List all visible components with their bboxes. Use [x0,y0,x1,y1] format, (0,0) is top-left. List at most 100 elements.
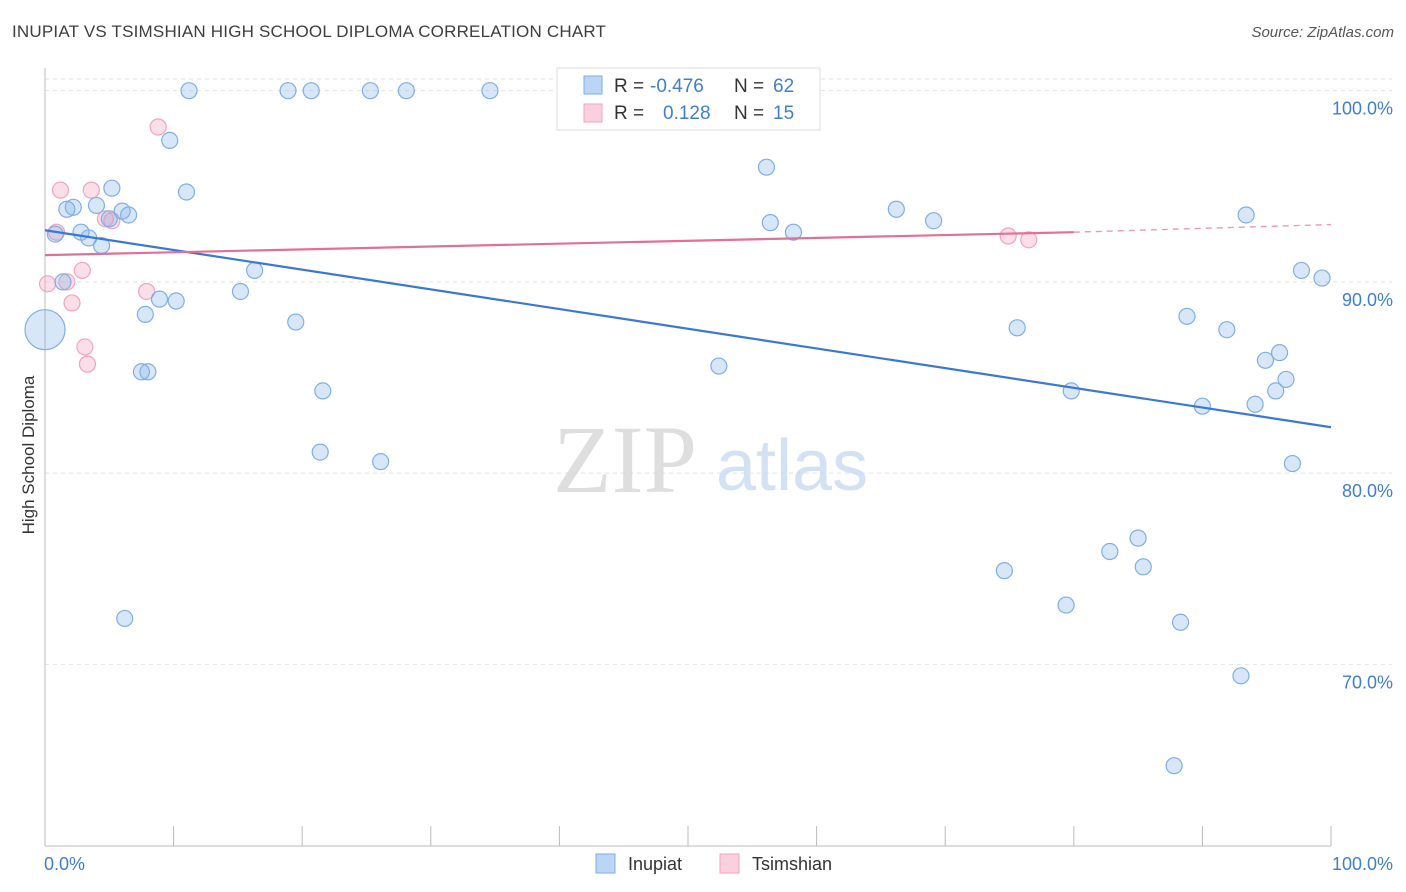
inupiat-point [757,158,776,176]
inupiat-point [136,305,154,324]
tsimshian-trend-line [44,231,1074,257]
inupiat-point [311,443,329,461]
inupiat-point [64,198,82,216]
watermark-atlas: atlas [716,426,868,506]
inupiat-point [1232,667,1250,685]
inupiat-point [1062,382,1080,400]
tsimshian-r-label: R = [614,103,644,124]
inupiat-point [231,282,250,301]
inupiat-point [1267,382,1285,400]
inupiat-point [180,82,198,100]
inupiat-point [314,382,332,400]
inupiat-point [1101,542,1119,561]
inupiat-point [372,453,390,471]
inupiat-point [361,82,379,100]
inupiat-point [1178,307,1196,325]
x-tick-label: 100.0% [1332,854,1393,874]
inupiat-point [1292,261,1311,280]
inupiat-points [24,82,1331,775]
inupiat-point [1277,370,1295,389]
tsimshian-n-label: N = [734,103,764,124]
inupiat-point [161,131,179,149]
chart-title: INUPIAT VS TSIMSHIAN HIGH SCHOOL DIPLOMA… [12,22,607,41]
tick-labels: 70.0% 80.0% 90.0% 100.0% 0.0% 100.0% [44,99,1393,874]
tsimshian-points [38,118,1038,373]
inupiat-point [167,292,185,310]
tsimshian-point [51,181,70,199]
y-tick-label: 90.0% [1342,290,1393,310]
axes [44,68,1332,847]
inupiat-n-value: 62 [773,76,794,97]
tsimshian-point [1020,231,1038,249]
tsimshian-point [73,261,91,280]
inupiat-point [103,179,121,197]
inupiat-point [24,309,66,351]
tsimshian-trend-extension [1073,223,1332,233]
tsimshian-point [38,275,57,293]
inupiat-point [1256,351,1275,369]
inupiat-point [1237,206,1255,224]
inupiat-r-value: -0.476 [650,76,704,97]
tsimshian-point [999,227,1017,245]
inupiat-point [116,609,134,628]
y-tick-label: 80.0% [1342,481,1393,501]
inupiat-point [995,562,1013,580]
inupiat-swatch [583,75,603,95]
tsimshian-point [149,118,167,136]
tsimshian-point [96,210,115,228]
trend-lines [44,223,1332,429]
inupiat-point [58,200,76,218]
y-axis-label: High School Diploma [19,375,38,534]
tsimshian-point [76,338,94,356]
inupiat-point [87,196,106,215]
tsimshian-point [58,273,76,291]
stats-legend: R = -0.476 N = 62 R = 0.128 N = 15 [556,67,821,131]
inupiat-trend-line [44,229,1332,429]
inupiat-point [784,223,803,241]
inupiat-point [1246,395,1264,413]
legend-tsimshian-label: Tsimshian [752,854,832,874]
inupiat-point [1270,344,1289,362]
inupiat-point [150,290,169,308]
tsimshian-point [78,355,97,373]
inupiat-point [1313,269,1331,287]
inupiat-point [1129,529,1147,547]
tsimshian-point [82,181,100,199]
watermark-zip: ZIP [553,406,697,513]
y-tick-label: 100.0% [1332,99,1393,119]
inupiat-point [46,225,64,243]
inupiat-point [54,273,72,291]
inupiat-r-label: R = [614,76,644,97]
inupiat-point [397,82,415,100]
inupiat-point [481,82,499,100]
legend-tsimshian-swatch [719,853,740,874]
inupiat-point [132,363,151,381]
inupiat-point [887,200,905,218]
inupiat-point [302,82,320,100]
legend-inupiat-swatch [595,853,616,874]
inupiat-point [1218,321,1236,339]
inupiat-point [177,183,196,201]
inupiat-point [1171,613,1190,631]
tsimshian-r-value: 0.128 [663,103,711,124]
legend-inupiat-label: Inupiat [628,854,682,874]
inupiat-point [761,214,779,232]
inupiat-point [1134,558,1152,576]
inupiat-point [119,206,138,224]
tsimshian-point [63,294,81,312]
tsimshian-point [137,282,156,301]
inupiat-point [1057,596,1075,614]
tsimshian-swatch [583,103,603,123]
inupiat-point [279,82,297,100]
inupiat-point [100,210,118,228]
chart-source: Source: ZipAtlas.com [1251,24,1394,41]
inupiat-point [287,313,305,331]
inupiat-point [1008,319,1026,337]
inupiat-point [1165,757,1183,775]
inupiat-point [710,357,728,375]
y-tick-label: 70.0% [1342,672,1393,692]
tsimshian-n-value: 15 [773,103,794,124]
x-tick-label: 0.0% [44,854,85,874]
inupiat-n-label: N = [734,76,764,97]
